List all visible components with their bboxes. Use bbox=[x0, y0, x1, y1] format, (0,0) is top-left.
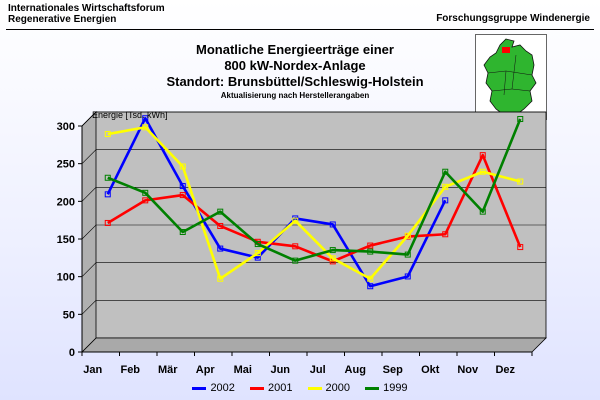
chart-title-line3: Standort: Brunsbüttel/Schleswig-Holstein bbox=[166, 74, 424, 89]
data-point-1999 bbox=[217, 208, 224, 215]
x-tick-label: Sep bbox=[383, 364, 403, 376]
data-point-1999 bbox=[442, 168, 449, 175]
data-point-1999 bbox=[367, 248, 374, 255]
data-point-1999 bbox=[179, 229, 186, 235]
data-point-2001 bbox=[517, 244, 524, 251]
y-tick-label: 50 bbox=[63, 309, 75, 321]
data-point-2002 bbox=[217, 245, 224, 252]
y-tick-label: 0 bbox=[69, 347, 75, 359]
data-point-2001 bbox=[179, 192, 186, 199]
header-left: Internationales Wirtschaftsforum Regener… bbox=[8, 3, 165, 25]
legend-swatch-1999 bbox=[365, 386, 380, 390]
data-point-1999 bbox=[479, 208, 486, 215]
x-tick-label: Aug bbox=[345, 364, 366, 376]
data-point-1999 bbox=[142, 189, 149, 196]
legend-item-1999: 1999 bbox=[365, 382, 408, 394]
gridline bbox=[81, 187, 546, 202]
data-point-2001 bbox=[142, 197, 149, 204]
data-point-2000 bbox=[217, 275, 224, 282]
y-tick-label: 100 bbox=[57, 272, 75, 284]
data-point-1999 bbox=[292, 257, 299, 264]
chart-title-line1: Monatliche Energieerträge einer bbox=[196, 42, 394, 57]
data-point-2000 bbox=[254, 250, 261, 257]
x-tick-label: Feb bbox=[120, 364, 140, 376]
legend-swatch-2002 bbox=[192, 386, 207, 390]
chart-subtitle: Aktualisierung nach Herstellerangaben bbox=[220, 91, 370, 100]
legend-item-2000: 2000 bbox=[307, 382, 351, 394]
data-point-2000 bbox=[404, 232, 411, 239]
data-point-2002 bbox=[104, 191, 111, 198]
x-tick-label: Jul bbox=[310, 364, 326, 376]
data-point-2000 bbox=[442, 183, 449, 190]
data-point-1999 bbox=[254, 241, 261, 248]
gridline bbox=[81, 149, 546, 164]
legend-label-2002: 2002 bbox=[210, 382, 235, 394]
series-line-1999 bbox=[107, 118, 522, 262]
data-point-2000 bbox=[292, 217, 299, 224]
x-tick-label: Okt bbox=[421, 364, 440, 376]
y-tick-label: 250 bbox=[57, 159, 75, 171]
legend-item-2001: 2001 bbox=[249, 382, 293, 394]
y-tick-label: 200 bbox=[57, 196, 75, 208]
data-point-1999 bbox=[329, 247, 336, 254]
data-point-2000 bbox=[329, 255, 336, 262]
x-tick-label: Nov bbox=[457, 364, 479, 376]
x-tick-label: Mai bbox=[234, 364, 252, 376]
germany-map-icon bbox=[475, 34, 547, 120]
chart-legend: 2002 2001 2000 1999 bbox=[0, 382, 600, 394]
data-point-2001 bbox=[442, 231, 449, 238]
legend-label-2000: 2000 bbox=[325, 382, 351, 394]
data-point-2001 bbox=[367, 242, 374, 249]
data-point-2000 bbox=[142, 124, 149, 131]
x-tick-label: Jan bbox=[83, 364, 102, 376]
data-point-2002 bbox=[142, 115, 149, 122]
legend-item-2002: 2002 bbox=[192, 382, 235, 394]
plot-floor bbox=[81, 337, 547, 353]
gridline bbox=[81, 262, 546, 277]
data-point-1999 bbox=[104, 174, 111, 181]
y-tick-label: 150 bbox=[57, 234, 75, 246]
data-point-2000 bbox=[479, 168, 486, 175]
series-line-2000 bbox=[107, 125, 521, 281]
data-point-2002 bbox=[367, 283, 374, 290]
gridline bbox=[81, 300, 546, 315]
gridline bbox=[81, 224, 546, 240]
header-right: Forschungsgruppe Windenergie bbox=[436, 13, 590, 24]
chart-titles: Monatliche Energieerträge einer 800 kW-N… bbox=[150, 42, 440, 101]
data-point-1999 bbox=[517, 116, 524, 122]
chart-title-line2: 800 kW-Nordex-Anlage bbox=[224, 58, 366, 73]
plot-back-wall bbox=[81, 111, 547, 353]
data-point-1999 bbox=[404, 251, 411, 258]
y-tick-label: 300 bbox=[57, 121, 75, 133]
legend-swatch-2001 bbox=[249, 386, 264, 390]
data-point-2001 bbox=[217, 222, 224, 229]
data-point-2002 bbox=[179, 183, 186, 190]
data-point-2001 bbox=[104, 219, 111, 226]
data-point-2002 bbox=[404, 273, 411, 280]
data-point-2000 bbox=[517, 178, 524, 185]
data-point-2000 bbox=[104, 131, 111, 138]
x-tick-label: Apr bbox=[196, 364, 216, 376]
series-line-2001 bbox=[107, 153, 522, 263]
data-point-2002 bbox=[442, 197, 449, 204]
gridline bbox=[81, 111, 546, 127]
x-tick-label: Jun bbox=[270, 364, 290, 376]
data-point-2001 bbox=[479, 152, 486, 159]
data-point-2000 bbox=[367, 275, 374, 282]
legend-label-1999: 1999 bbox=[383, 382, 408, 394]
data-point-2001 bbox=[292, 243, 299, 250]
header-org-line1: Internationales Wirtschaftsforum bbox=[8, 3, 165, 14]
x-tick-label: Mär bbox=[158, 364, 178, 376]
header-divider bbox=[6, 29, 594, 30]
y-axis-label: Energie [Tsd. kWh] bbox=[92, 110, 168, 120]
legend-label-2001: 2001 bbox=[267, 382, 293, 394]
data-point-2002 bbox=[329, 221, 336, 228]
x-tick-label: Dez bbox=[495, 364, 515, 376]
header-org-line2: Regenerative Energien bbox=[8, 14, 117, 25]
data-point-2000 bbox=[179, 163, 186, 170]
legend-swatch-2000 bbox=[307, 386, 322, 390]
